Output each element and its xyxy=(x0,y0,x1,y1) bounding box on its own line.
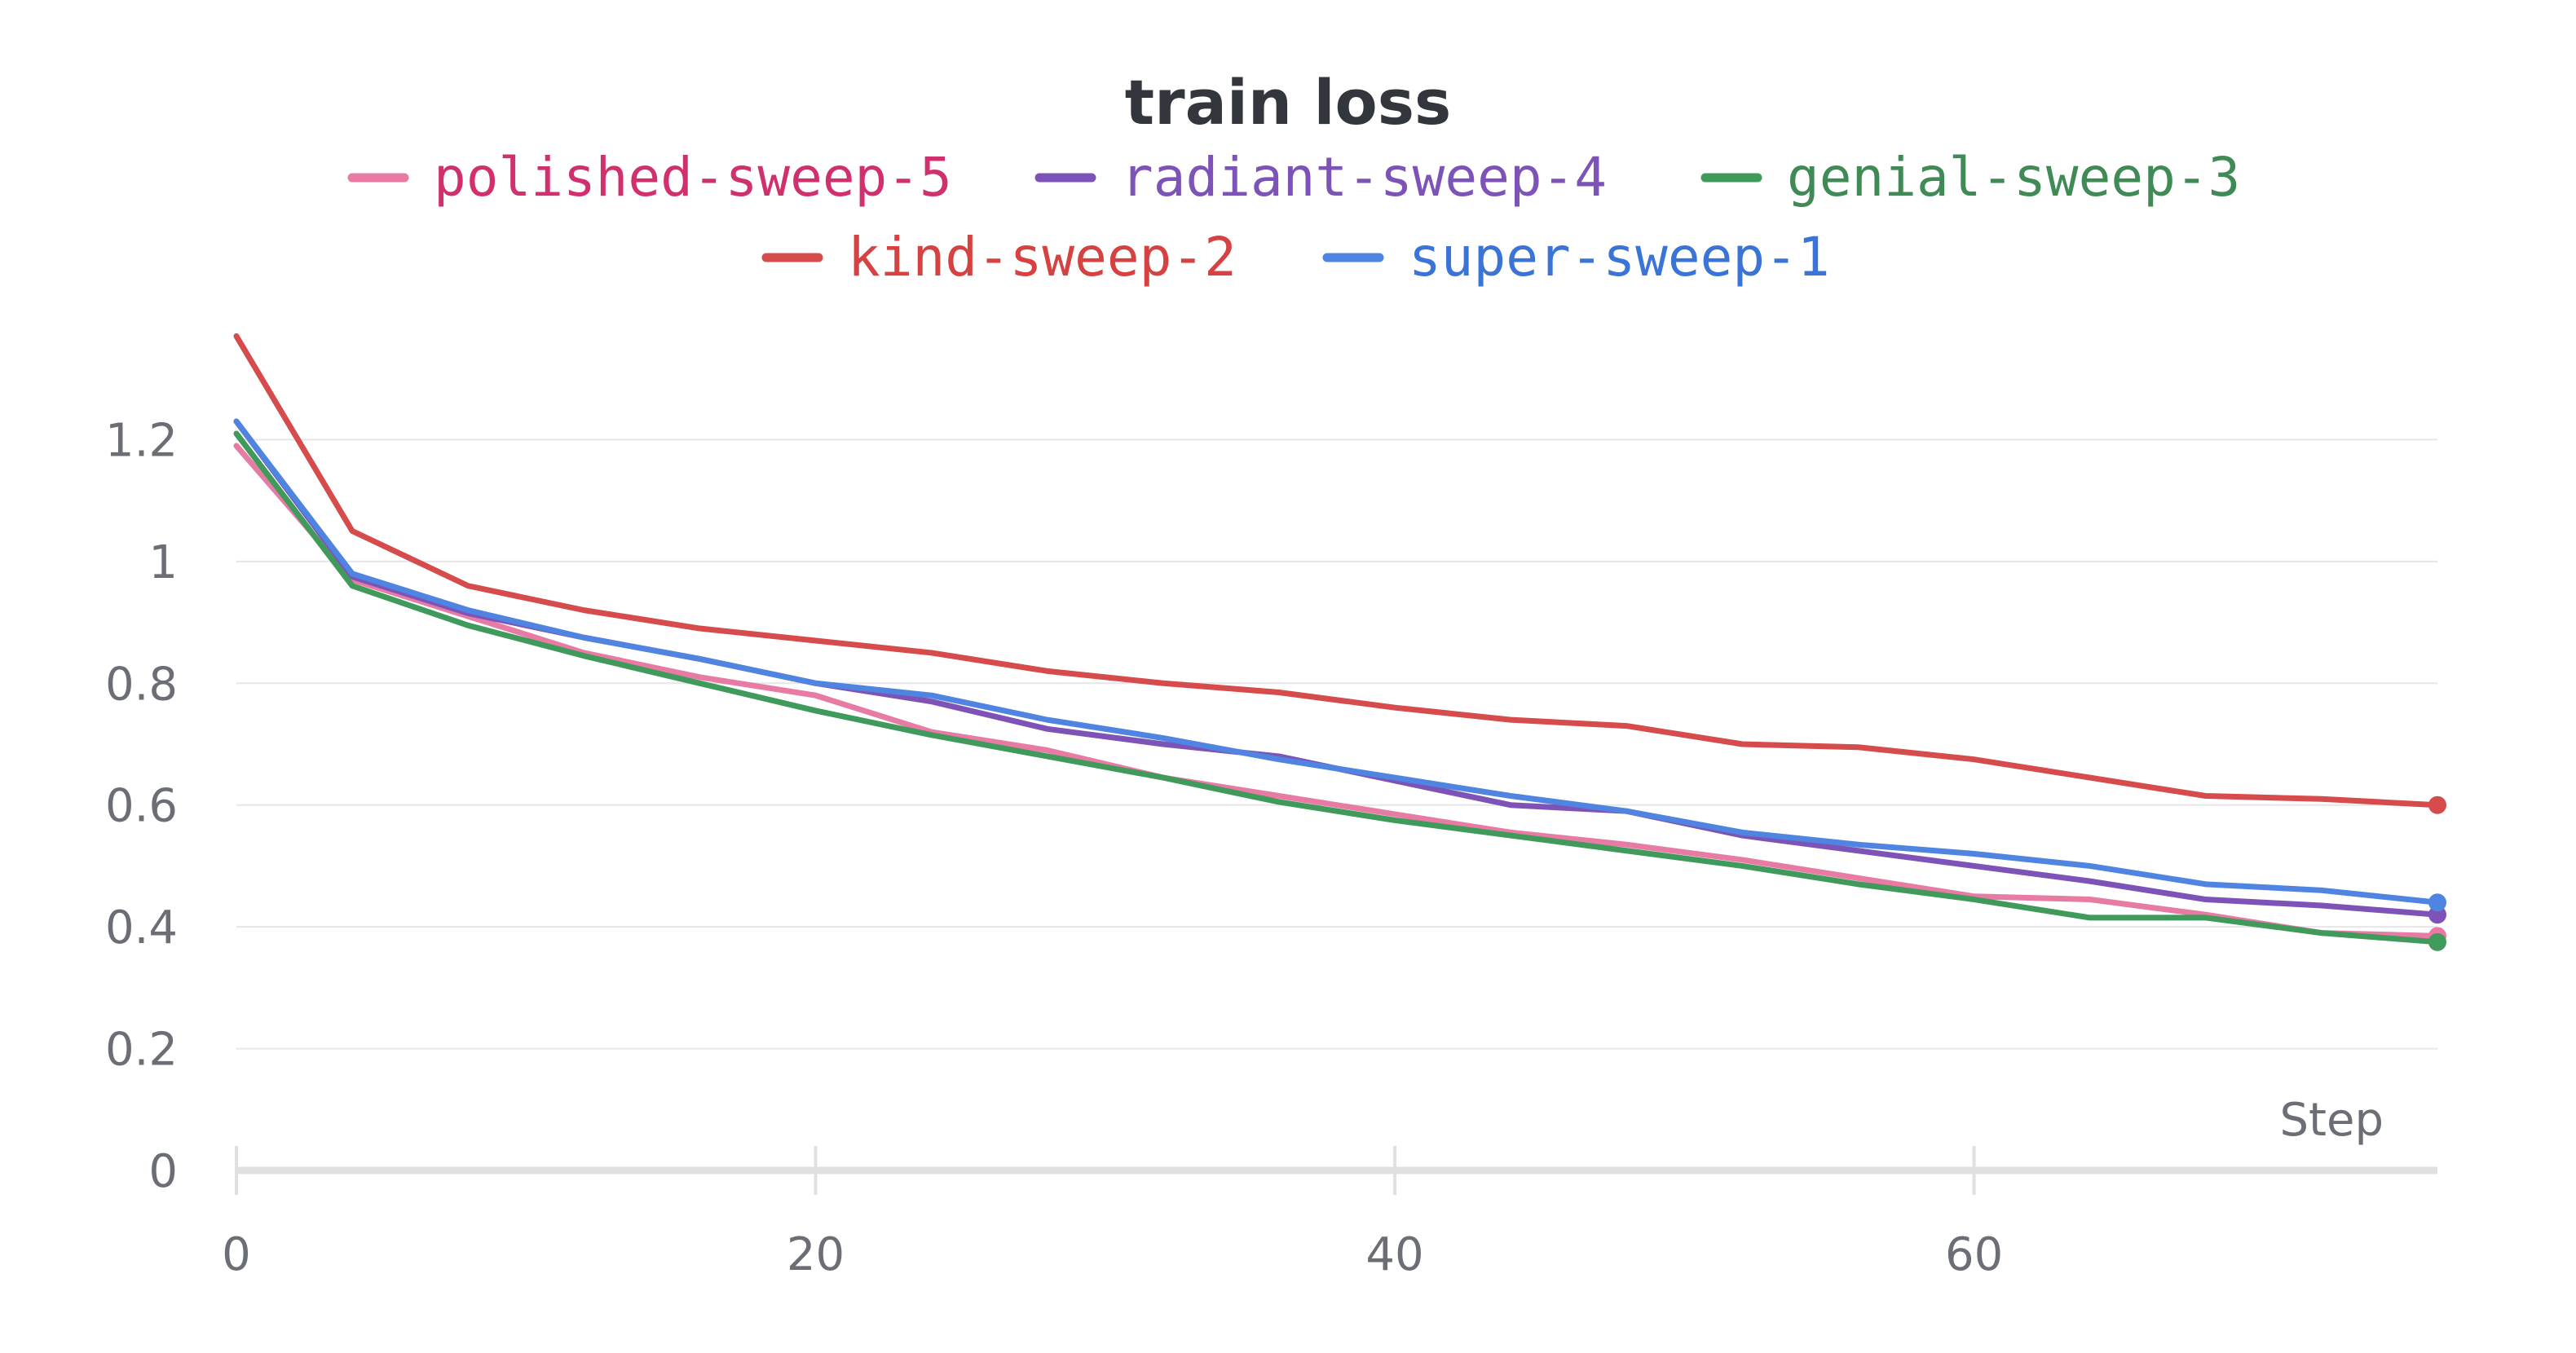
x-tick-label-20: 20 xyxy=(787,1228,845,1281)
legend: polished-sweep-5 radiant-sweep-4 genial-sw… xyxy=(347,146,2240,289)
x-tick-label-0: 0 xyxy=(222,1228,251,1281)
x-axis-label: Step xyxy=(2279,1094,2384,1147)
series-line-super-sweep-1 xyxy=(233,418,2441,906)
y-tick-label-0-8: 0.8 xyxy=(105,658,178,711)
series-line-radiant-sweep-4 xyxy=(233,418,2441,918)
x-tick-label-40: 40 xyxy=(1365,1228,1423,1281)
legend-label-polished-sweep-5: polished-sweep-5 xyxy=(434,146,952,209)
y-tick-label-1-2: 1.2 xyxy=(105,414,178,467)
legend-label-radiant-sweep-4: radiant-sweep-4 xyxy=(1121,146,1607,209)
y-tick-label-0-4: 0.4 xyxy=(105,901,178,954)
series-line-polished-sweep-5 xyxy=(233,443,2441,939)
series-line-genial-sweep-3 xyxy=(233,430,2441,945)
y-tick-label-1: 1 xyxy=(148,536,178,589)
chart-title: train loss xyxy=(1125,66,1451,139)
series-end-point-super-sweep-1 xyxy=(2428,893,2446,912)
series-line-kind-sweep-2 xyxy=(233,333,2441,809)
y-tick-label-0-2: 0.2 xyxy=(105,1024,178,1077)
y-tick-label-0-6: 0.6 xyxy=(105,780,178,833)
axes: 0 0.2 0.4 0.6 0.8 1 1.2 0 20 40 60 xyxy=(105,414,2437,1281)
series-end-point-kind-sweep-2 xyxy=(2428,795,2446,814)
series-end-point-genial-sweep-3 xyxy=(2428,932,2446,951)
series-end-points xyxy=(2428,795,2446,951)
y-tick-label-0: 0 xyxy=(148,1145,178,1198)
grid-lines xyxy=(236,439,2437,1050)
x-tick-label-60: 60 xyxy=(1945,1228,2003,1281)
legend-label-kind-sweep-2: kind-sweep-2 xyxy=(848,226,1237,289)
series-lines xyxy=(233,333,2441,945)
legend-label-genial-sweep-3: genial-sweep-3 xyxy=(1787,146,2240,209)
legend-label-super-sweep-1: super-sweep-1 xyxy=(1409,226,1830,289)
